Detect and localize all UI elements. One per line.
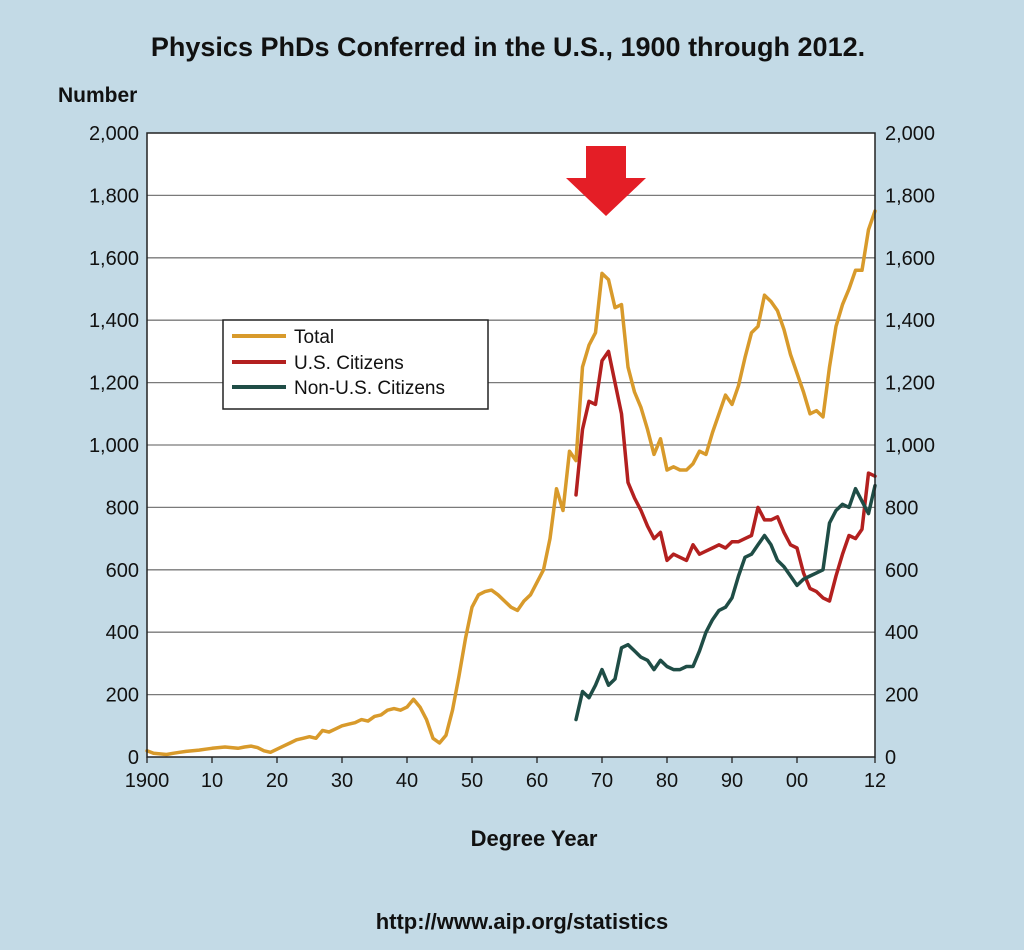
y-tick-label-right: 400: [885, 622, 918, 644]
legend-label-non-us-citizens: Non-U.S. Citizens: [294, 378, 445, 399]
series-line-total: [145, 209, 877, 757]
y-tick-label-right: 200: [885, 685, 918, 707]
y-tick-label-right: 1,000: [885, 435, 935, 457]
y-tick-label-right: 0: [885, 747, 896, 769]
plot-frame: [146, 132, 876, 758]
x-tick-label: 60: [526, 770, 548, 792]
y-ticks-left: 0 200 400 600 800 1,000 1,200 1,400 1,600 1,800 2,…: [89, 123, 139, 769]
legend-label-us-citizens: U.S. Citizens: [294, 353, 404, 374]
down-arrow-icon: [566, 146, 646, 216]
y-tick-label-right: 800: [885, 497, 918, 519]
y-tick-label-right: 1,400: [885, 310, 935, 332]
x-tick-label: 40: [396, 770, 418, 792]
x-tick-label: 50: [461, 770, 483, 792]
y-tick-label-left: 600: [106, 560, 139, 582]
y-tick-label-left: 1,200: [89, 373, 139, 395]
x-tick-label: 12: [864, 770, 886, 792]
x-tick-label: 90: [721, 770, 743, 792]
x-ticks: 1900 10 20 30 40 50 60 70 80 90 00 12: [125, 757, 886, 792]
y-tick-label-right: 1,800: [885, 185, 935, 207]
y-tick-label-left: 200: [106, 685, 139, 707]
y-tick-label-left: 1,400: [89, 310, 139, 332]
x-tick-label: 00: [786, 770, 808, 792]
legend: Total U.S. Citizens Non-U.S. Citizens: [222, 319, 489, 410]
series-line-non-us-citizens: [574, 483, 877, 722]
series-layer: [145, 209, 877, 757]
y-tick-label-right: 600: [885, 560, 918, 582]
x-axis-label: Degree Year: [471, 826, 598, 851]
legend-label-total: Total: [294, 327, 334, 348]
x-tick-label: 20: [266, 770, 288, 792]
x-tick-label: 1900: [125, 770, 170, 792]
y-tick-label-left: 0: [128, 747, 139, 769]
x-tick-label: 80: [656, 770, 678, 792]
y-ticks-right: 0 200 400 600 800 1,000 1,200 1,400 1,600 1,800 2,…: [885, 123, 935, 769]
y-axis-label: Number: [58, 84, 137, 107]
y-tick-label-left: 2,000: [89, 123, 139, 145]
source-url: http://www.aip.org/statistics: [376, 909, 669, 934]
y-tick-label-right: 2,000: [885, 123, 935, 145]
y-tick-label-left: 1,000: [89, 435, 139, 457]
y-tick-label-left: 1,600: [89, 248, 139, 270]
y-tick-label-right: 1,600: [885, 248, 935, 270]
y-tick-label-right: 1,200: [885, 373, 935, 395]
series-line-us-citizens: [574, 349, 877, 603]
y-tick-label-left: 400: [106, 622, 139, 644]
x-tick-label: 10: [201, 770, 223, 792]
y-tick-label-left: 1,800: [89, 185, 139, 207]
chart-title: Physics PhDs Conferred in the U.S., 1900…: [151, 32, 865, 62]
y-tick-label-left: 800: [106, 497, 139, 519]
x-tick-label: 30: [331, 770, 353, 792]
grid: [147, 194, 875, 696]
x-tick-label: 70: [591, 770, 613, 792]
